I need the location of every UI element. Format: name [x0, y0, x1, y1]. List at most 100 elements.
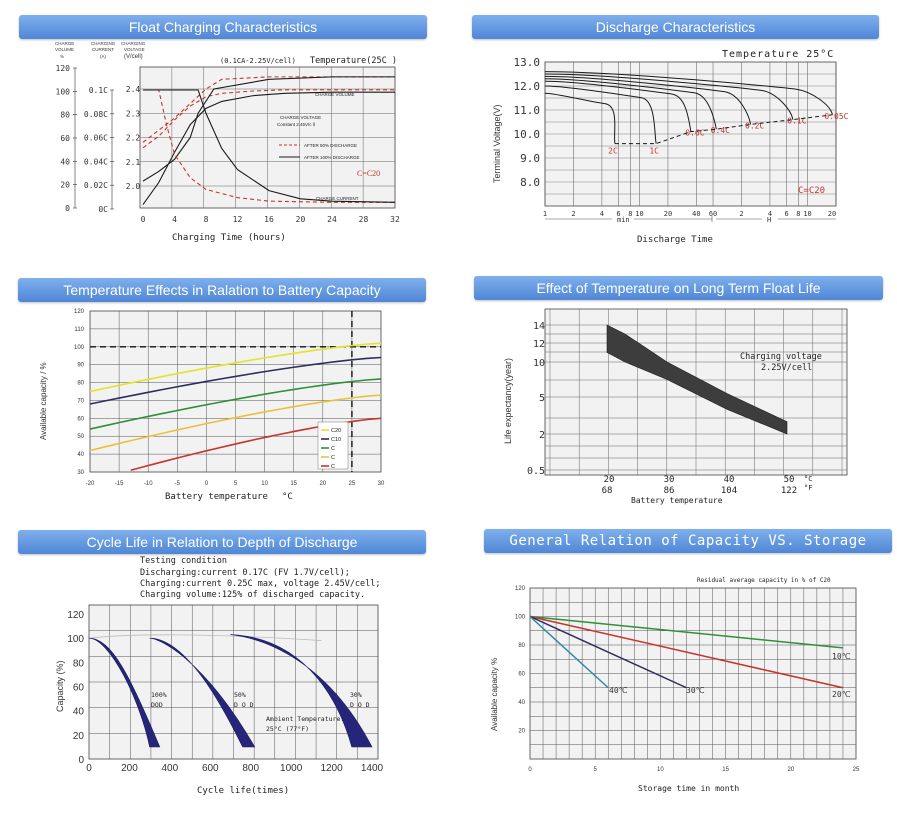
discharge-curve-0p05C [544, 71, 833, 115]
temperature-series-2 [89, 378, 382, 430]
float-life-title: Effect of Temperature on Long Term Float… [474, 276, 883, 300]
storage-x-tick: 5 [594, 767, 598, 773]
float-life-x-tick-c: 40 [724, 475, 735, 485]
float-series-line [143, 89, 395, 203]
float-y2-header-3: (A) [100, 54, 107, 59]
float-x-tick: 8 [204, 215, 209, 224]
temperature-legend-label: C20 [331, 428, 341, 434]
float-ticks: 0 4 8 12 16 20 24 28 32 0 20 40 60 80 100 120 0C 0.02C 0.0… [56, 64, 400, 224]
discharge-rate-label: 0.4C [711, 126, 730, 135]
float-temperature: Temperature(25C ) [310, 56, 397, 66]
float-charge-volume-label: CHARGE VOLUME [315, 92, 355, 97]
float-y3-tick: 2.2 [126, 134, 141, 143]
cycle-ambient-1: Ambient Temperature: [266, 715, 344, 723]
storage-x-label: Storage time in month [638, 784, 739, 793]
float-y3-tick: 2.0 [126, 182, 141, 191]
storage-x-tick: 20 [787, 767, 794, 773]
temperature-x-tick: -5 [175, 481, 181, 487]
temperature-y-tick: 40 [77, 452, 84, 458]
float-y1-tick: 120 [56, 64, 71, 73]
float-life-x-tick-f: 122 [781, 486, 797, 496]
float-life-x-tick-f: 104 [721, 486, 737, 496]
storage-y-label: Available capacity % [490, 658, 499, 731]
cycle-x-tick: 1400 [361, 763, 384, 774]
temperature-x-tick: -20 [86, 481, 95, 487]
float-life-x-tick-f: 68 [602, 486, 613, 496]
storage-y-tick: 40 [518, 700, 525, 706]
float-y2-tick: 0.06C [84, 134, 108, 143]
float-series-line [142, 89, 395, 149]
discharge-x-tick-h: 6 [784, 210, 788, 218]
discharge-y-tick: 9.0 [520, 152, 540, 165]
float-legend-100: AFTER 100% DISCHARGE [304, 155, 360, 160]
discharge-curve-0p1C [544, 73, 794, 120]
storage-x-tick: 10 [657, 767, 664, 773]
discharge-temperature: Temperature 25°C [722, 49, 834, 60]
discharge-x-tick-min: 2 [571, 210, 575, 218]
float-life-f-unit: °F [804, 484, 812, 492]
temperature-x-tick: 5 [234, 481, 238, 487]
discharge-x-tick-min: 10 [635, 210, 643, 218]
temperature-y-tick: 60 [77, 416, 84, 422]
temperature-x-tick: 20 [319, 481, 326, 487]
float-y3-header-1: CHARGING [121, 41, 146, 46]
float-x-tick: 24 [327, 215, 337, 224]
float-x-tick: 28 [359, 215, 369, 224]
discharge-unit-min: min [617, 216, 630, 224]
float-x-tick: 20 [296, 215, 306, 224]
float-y1-header-2: VOLUME [55, 47, 74, 52]
cycle-x-tick: 600 [202, 763, 219, 774]
float-y1-tick: 40 [60, 157, 70, 166]
discharge-x-tick-h: 4 [768, 210, 772, 218]
temperature-legend-label: C [331, 455, 335, 461]
cycle-y-tick: 60 [73, 683, 85, 694]
temperature-x-tick: 30 [378, 481, 385, 487]
float-y3-header-2: VOLTAGE [124, 47, 145, 52]
temperature-x-tick: 0 [205, 481, 209, 487]
discharge-title: Discharge Characteristics [472, 15, 879, 39]
cycle-x-tick: 200 [121, 763, 138, 774]
float-life-y-tick: 5 [539, 393, 545, 404]
float-life-y-tick: 12 [533, 339, 545, 350]
temperature-series-1 [89, 356, 382, 405]
cycle-condition-2: Discharging:current 0.17C (FV 1.7V/cell)… [140, 568, 350, 578]
float-series-line [142, 91, 395, 205]
temperature-x-tick: 10 [261, 481, 268, 487]
cycle-x-tick: 400 [162, 763, 179, 774]
discharge-curve-1C [544, 85, 657, 144]
temperature-y-tick: 110 [74, 327, 84, 333]
temperature-legend-label: C10 [331, 437, 341, 443]
discharge-rate-label: 0.2C [745, 121, 764, 130]
discharge-x-tick-min: 40 [692, 210, 700, 218]
cycle-dod50-pct: 50% [234, 691, 246, 699]
float-c-label: C=C20 [357, 169, 380, 178]
float-x-tick: 12 [233, 215, 243, 224]
float-life-y-tick: 10 [533, 358, 545, 369]
discharge-rate-label: 0.6C [685, 129, 704, 138]
temperature-x-unit: °C [282, 492, 293, 502]
float-y1-tick: 0 [65, 204, 70, 213]
storage-series-0 [529, 615, 844, 649]
temperature-x-tick: 15 [290, 481, 297, 487]
discharge-x-tick-h: 8 [796, 210, 800, 218]
float-y3-tick: 2.1 [126, 158, 141, 167]
discharge-curve-0p6C [544, 80, 692, 132]
storage-series-2 [529, 615, 687, 689]
float-life-x-tick-c: 30 [664, 475, 675, 485]
cycle-x-tick: 800 [242, 763, 259, 774]
cycle-x-tick: 1200 [320, 763, 343, 774]
discharge-rate-label: 0.1C [787, 117, 806, 126]
float-y2-header-1: CHARGING [91, 41, 116, 46]
temperature-legend-label: C [331, 464, 335, 470]
discharge-rate-label: 0.05C [824, 112, 848, 121]
discharge-y-label: Terminal Voltage(V) [492, 104, 502, 183]
cycle-y-label: Capacity (%) [55, 660, 65, 712]
float-life-x-tick-f: 86 [664, 486, 675, 496]
storage-series: 10℃ 20℃ 30℃ 40℃ [529, 615, 851, 699]
cycle-dod50-dod: D O D [234, 701, 254, 709]
float-life-y-tick: 2 [539, 430, 545, 441]
float-y2-tick: 0.04C [84, 157, 108, 166]
float-y3-tick: 2.4 [126, 85, 141, 94]
